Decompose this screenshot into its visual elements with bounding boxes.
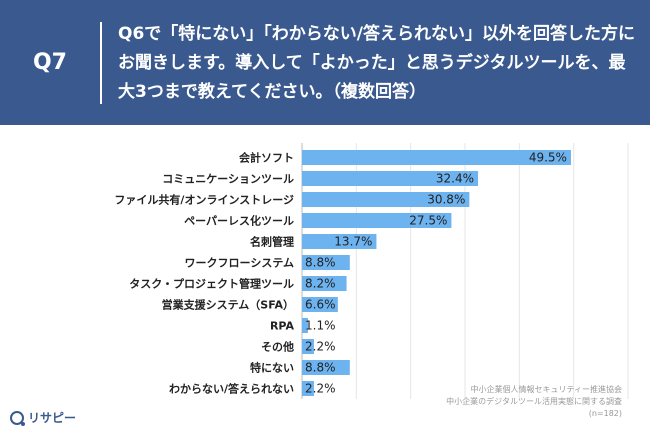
bar <box>302 381 314 396</box>
brand-name: リサピー <box>28 411 77 425</box>
brand-logo: リサピー <box>10 409 76 426</box>
category-label: ワークフローシステム <box>185 257 294 270</box>
bar <box>302 150 571 165</box>
bar <box>302 234 377 249</box>
category-label: その他 <box>261 340 294 354</box>
category-label: 会計ソフト <box>239 151 294 165</box>
question-number: Q7 <box>32 50 67 75</box>
bar <box>302 276 347 291</box>
bar <box>302 297 338 312</box>
value-label: 13.7% <box>334 235 372 249</box>
bar <box>302 318 308 333</box>
value-label: 6.6% <box>305 298 336 312</box>
value-label: 8.8% <box>305 361 336 375</box>
category-label: RPA <box>270 320 295 333</box>
sample-size: (n=182) <box>588 409 622 418</box>
value-label: 8.8% <box>305 256 336 270</box>
value-label: 2.2% <box>305 340 336 354</box>
value-label: 49.5% <box>529 151 567 165</box>
bar <box>302 192 470 207</box>
value-label: 27.5% <box>409 214 447 228</box>
header-divider <box>100 22 102 104</box>
value-label: 1.1% <box>305 319 336 333</box>
question-text: Q6で「特にない」「わからない/答えられない」以外を回答した方にお聞きします。導… <box>118 24 635 102</box>
category-label: 名刺管理 <box>250 235 294 249</box>
header: Q7 Q6で「特にない」「わからない/答えられない」以外を回答した方にお聞きしま… <box>0 0 650 125</box>
category-label: タスク・プロジェクト管理ツール <box>129 277 294 291</box>
bar-chart: 会計ソフト 49.5% コミュニケーションツール 32.4% ファイル共有/オンラインス… <box>114 143 629 399</box>
bar <box>302 360 350 375</box>
bar <box>302 339 314 354</box>
category-label: 特にない <box>250 361 294 375</box>
category-label: コミュニケーションツール <box>162 173 294 186</box>
value-label: 8.2% <box>305 277 336 291</box>
category-label: わからない/答えられない <box>169 382 294 396</box>
category-label: ファイル共有/オンラインストレージ <box>114 193 294 207</box>
source-note: 中小企業個人情報セキュリティー推進協会 中小企業のデジタルツール活用実態に関する… <box>446 384 622 420</box>
value-label: 2.2% <box>305 382 336 396</box>
bar <box>302 255 350 270</box>
value-label: 30.8% <box>427 193 465 207</box>
category-label: ペーパーレス化ツール <box>184 214 294 228</box>
source-line-2: 中小企業のデジタルツール活用実態に関する調査 <box>446 397 622 406</box>
category-label: 営業支援システム（SFA） <box>162 298 294 312</box>
bar <box>302 213 452 228</box>
value-label: 32.4% <box>436 172 474 186</box>
source-line-1: 中小企業個人情報セキュリティー推進協会 <box>470 385 622 394</box>
search-logo-icon <box>10 410 25 426</box>
bar <box>302 171 479 186</box>
